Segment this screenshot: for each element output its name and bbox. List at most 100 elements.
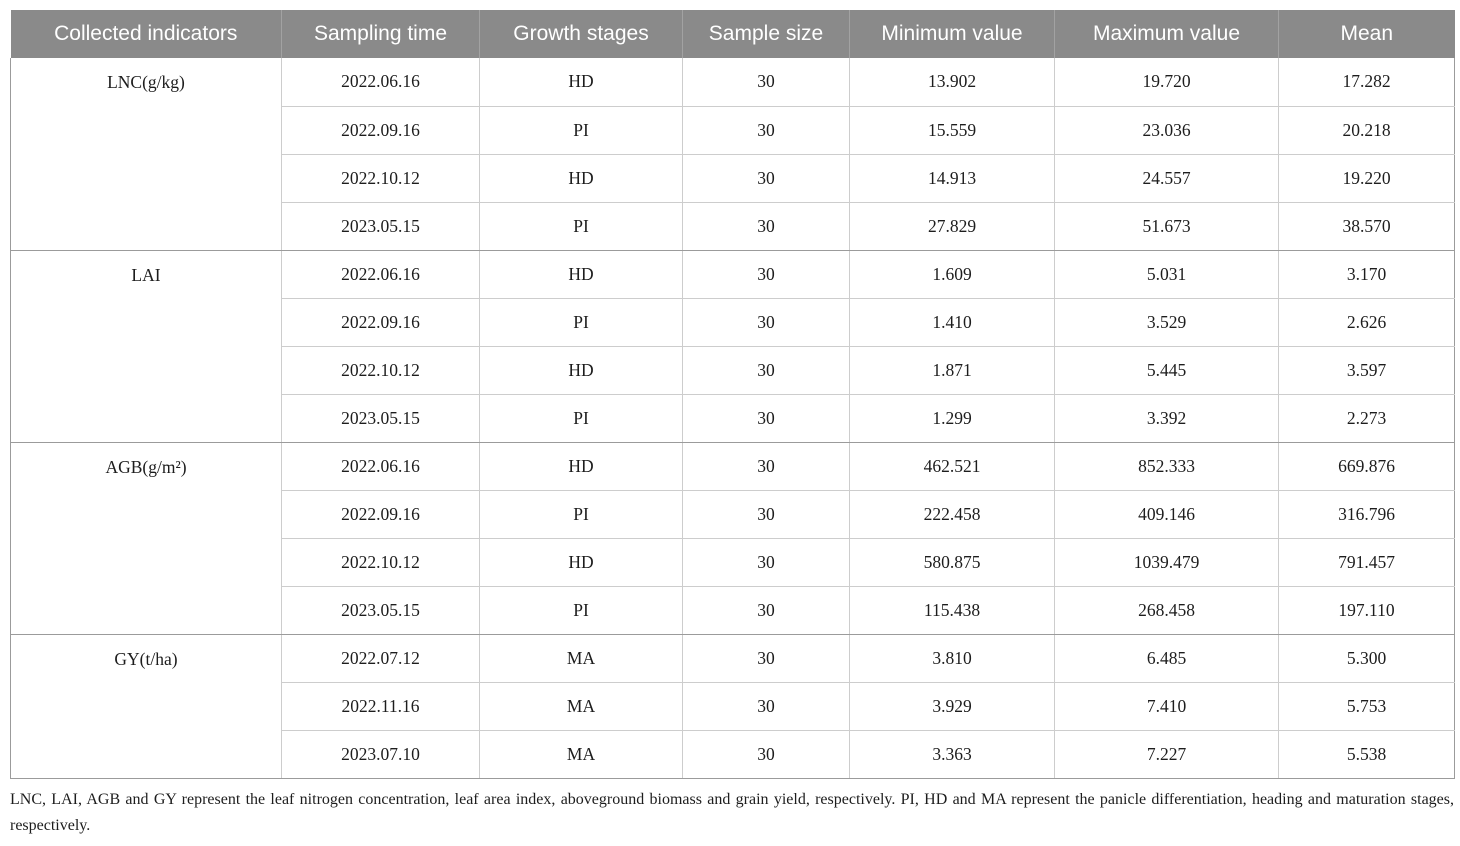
cell-max: 7.227 [1054,730,1279,779]
cell-min: 13.902 [849,58,1055,107]
indicator-label: LNC(g/kg) [107,72,185,92]
cell-sampling-time: 2023.07.10 [281,730,480,779]
cell-sampling-time: 2023.05.15 [281,586,480,635]
cell-sample-size: 30 [682,58,850,107]
indicator-cell: LNC(g/kg) [10,58,282,251]
cell-growth-stage: MA [479,634,683,683]
cell-growth-stage: HD [479,346,683,395]
cell-max: 19.720 [1054,58,1279,107]
table-row: 2023.05.15 PI 30 115.438 268.458 197.110 [11,586,1455,635]
table-row: 2022.09.16 PI 30 222.458 409.146 316.796 [11,490,1455,539]
cell-sampling-time: 2022.07.12 [281,634,480,683]
table-body: LNC(g/kg) 2022.06.16 HD 30 13.902 19.720 17.28… [10,58,1455,779]
header-mean: Mean [1278,10,1455,58]
cell-mean: 3.597 [1278,346,1455,395]
cell-min: 15.559 [849,106,1055,155]
cell-growth-stage: HD [479,154,683,203]
indicator-label: AGB(g/m²) [105,456,187,477]
cell-max: 5.445 [1054,346,1279,395]
cell-max: 5.031 [1054,250,1279,299]
descriptive-statistics-table: Collected indicators Sampling time Growt… [10,10,1455,779]
cell-max: 3.529 [1054,298,1279,347]
cell-growth-stage: HD [479,58,683,107]
header-maximum-value: Maximum value [1054,10,1279,58]
cell-max: 409.146 [1054,490,1279,539]
table-row: LAI 2022.06.16 HD 30 1.609 5.031 3.170 [10,250,1455,443]
table-header-row: Collected indicators Sampling time Growt… [10,10,1455,58]
cell-max: 3.392 [1054,394,1279,443]
cell-mean: 2.626 [1278,298,1455,347]
cell-sampling-time: 2022.06.16 [281,442,480,491]
cell-sample-size: 30 [682,154,850,203]
cell-mean: 316.796 [1278,490,1455,539]
header-growth-stages: Growth stages [479,10,683,58]
cell-mean: 3.170 [1278,250,1455,299]
table-row: 2022.09.16 PI 30 15.559 23.036 20.218 [11,106,1455,155]
cell-sampling-time: 2022.09.16 [281,298,480,347]
cell-mean: 791.457 [1278,538,1455,587]
cell-mean: 197.110 [1278,586,1455,635]
cell-mean: 5.753 [1278,682,1455,731]
cell-sample-size: 30 [682,202,850,251]
cell-max: 1039.479 [1054,538,1279,587]
cell-max: 24.557 [1054,154,1279,203]
cell-max: 23.036 [1054,106,1279,155]
table-row: 2022.11.16 MA 30 3.929 7.410 5.753 [11,682,1455,731]
cell-sample-size: 30 [682,682,850,731]
cell-growth-stage: MA [479,682,683,731]
cell-sample-size: 30 [682,346,850,395]
cell-mean: 20.218 [1278,106,1455,155]
cell-sample-size: 30 [682,394,850,443]
indicator-cell: AGB(g/m²) [10,442,282,635]
table-row: AGB(g/m²) 2022.06.16 HD 30 462.521 852.333 669… [10,442,1455,635]
cell-sampling-time: 2022.11.16 [281,682,480,731]
cell-sampling-time: 2022.10.12 [281,538,480,587]
cell-sampling-time: 2022.06.16 [281,58,480,107]
cell-mean: 2.273 [1278,394,1455,443]
indicator-label: LAI [131,264,161,285]
cell-min: 1.609 [849,250,1055,299]
table-row: 2022.10.12 HD 30 1.871 5.445 3.597 [11,346,1455,395]
cell-growth-stage: HD [479,442,683,491]
cell-growth-stage: PI [479,298,683,347]
header-collected-indicators: Collected indicators [10,10,282,58]
cell-sample-size: 30 [682,634,850,683]
table-header: Collected indicators Sampling time Growt… [10,10,1455,58]
cell-sampling-time: 2022.10.12 [281,346,480,395]
cell-mean: 5.538 [1278,730,1455,779]
cell-min: 115.438 [849,586,1055,635]
header-sample-size: Sample size [682,10,850,58]
cell-growth-stage: PI [479,202,683,251]
table-row: 2022.10.12 HD 30 580.875 1039.479 791.457 [11,538,1455,587]
cell-max: 7.410 [1054,682,1279,731]
cell-sample-size: 30 [682,586,850,635]
cell-sample-size: 30 [682,298,850,347]
cell-growth-stage: HD [479,250,683,299]
table-row: 2023.05.15 PI 30 27.829 51.673 38.570 [11,202,1455,251]
cell-min: 1.299 [849,394,1055,443]
cell-min: 27.829 [849,202,1055,251]
cell-sampling-time: 2023.05.15 [281,394,480,443]
cell-min: 462.521 [849,442,1055,491]
cell-growth-stage: MA [479,730,683,779]
cell-sample-size: 30 [682,730,850,779]
cell-min: 1.410 [849,298,1055,347]
cell-min: 222.458 [849,490,1055,539]
cell-growth-stage: HD [479,538,683,587]
cell-sample-size: 30 [682,538,850,587]
cell-max: 268.458 [1054,586,1279,635]
cell-sample-size: 30 [682,250,850,299]
cell-min: 3.810 [849,634,1055,683]
table-row: 2022.09.16 PI 30 1.410 3.529 2.626 [11,298,1455,347]
cell-mean: 17.282 [1278,58,1455,107]
cell-growth-stage: PI [479,490,683,539]
cell-sample-size: 30 [682,106,850,155]
cell-mean: 5.300 [1278,634,1455,683]
cell-max: 6.485 [1054,634,1279,683]
cell-sampling-time: 2022.06.16 [281,250,480,299]
cell-growth-stage: PI [479,394,683,443]
cell-min: 1.871 [849,346,1055,395]
header-sampling-time: Sampling time [281,10,480,58]
table-row: LNC(g/kg) 2022.06.16 HD 30 13.902 19.720 17.28… [10,58,1455,251]
